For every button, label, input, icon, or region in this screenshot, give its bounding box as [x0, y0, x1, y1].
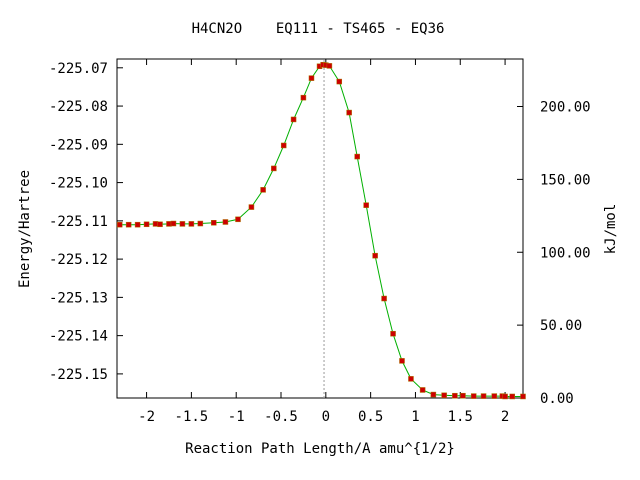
data-point: [248, 204, 255, 210]
data-point: [235, 216, 241, 223]
data-point: [509, 393, 515, 400]
y-axis-ticks: -225.07 -225.08 -225.09 -225.10 -225.11 -225.…: [49, 61, 123, 383]
data-point: [271, 165, 277, 172]
data-point: [336, 78, 343, 85]
data-point: [491, 393, 498, 399]
data-point: [452, 392, 458, 399]
data-point: [197, 220, 204, 227]
y2-tick-label: 50.00: [540, 318, 582, 334]
data-point: [520, 393, 526, 400]
data-point: [372, 252, 378, 259]
y-tick-label: -225.15: [49, 367, 108, 383]
energy-series: [116, 61, 526, 400]
x-axis-ticks: -2 -1.5 -1 -0.5 0 0.5 1 1.5 2: [138, 59, 509, 425]
series-line: [119, 64, 523, 397]
data-point: [188, 221, 195, 227]
data-point: [363, 202, 369, 208]
data-point: [116, 221, 123, 228]
x-tick-label: 1.5: [448, 409, 473, 425]
y-tick-label: -225.10: [49, 176, 108, 192]
data-point: [280, 142, 287, 149]
plot-frame: [116, 58, 524, 399]
data-point: [381, 295, 387, 302]
data-point: [308, 75, 315, 81]
data-point: [441, 392, 447, 399]
data-point: [408, 376, 414, 382]
data-point: [260, 187, 266, 193]
data-point: [430, 391, 437, 398]
data-point: [157, 221, 163, 228]
y2-axis-ticks: 0.00 50.00 100.00 150.00 200.00: [517, 100, 591, 407]
y2-tick-label: 150.00: [540, 172, 591, 188]
data-point: [470, 393, 477, 399]
y-tick-label: -225.09: [49, 137, 108, 153]
x-tick-label: 0: [322, 409, 330, 425]
data-point: [125, 221, 132, 228]
x-tick-label: 2: [501, 409, 509, 425]
data-point: [419, 387, 426, 393]
x-tick-label: 0.5: [358, 409, 383, 425]
data-point: [134, 221, 141, 228]
data-point: [480, 393, 487, 399]
data-point: [290, 116, 297, 123]
y2-tick-label: 100.00: [540, 245, 591, 261]
y2-tick-label: 0.00: [540, 391, 574, 407]
data-point: [179, 221, 186, 227]
data-point: [390, 330, 396, 337]
y2-axis-label: kJ/mol: [603, 204, 619, 255]
x-tick-label: -1: [228, 409, 245, 425]
data-point: [460, 392, 466, 399]
data-point: [170, 220, 177, 227]
data-point: [222, 219, 229, 225]
x-tick-label: -1.5: [175, 409, 209, 425]
data-point: [354, 153, 360, 160]
y2-tick-label: 200.00: [540, 100, 591, 116]
y-tick-label: -225.11: [49, 214, 108, 230]
y-tick-label: -225.07: [49, 61, 108, 77]
x-tick-label: 1: [411, 409, 419, 425]
y-tick-label: -225.12: [49, 252, 108, 268]
data-point: [346, 109, 352, 116]
data-point: [326, 63, 333, 69]
data-point: [502, 393, 508, 400]
chart-title: H4CN2O EQ111 - TS465 - EQ36: [192, 21, 445, 37]
x-axis-label: Reaction Path Length/A amu^{1/2}: [185, 441, 455, 457]
data-point: [300, 94, 307, 101]
data-point: [399, 358, 405, 364]
y-tick-label: -225.08: [49, 99, 108, 115]
x-tick-label: -2: [138, 409, 155, 425]
y-tick-label: -225.14: [49, 329, 108, 345]
data-point: [211, 220, 217, 226]
y-tick-label: -225.13: [49, 290, 108, 306]
y-axis-label: Energy/Hartree: [17, 170, 33, 288]
data-point: [143, 221, 150, 228]
x-tick-label: -0.5: [264, 409, 298, 425]
